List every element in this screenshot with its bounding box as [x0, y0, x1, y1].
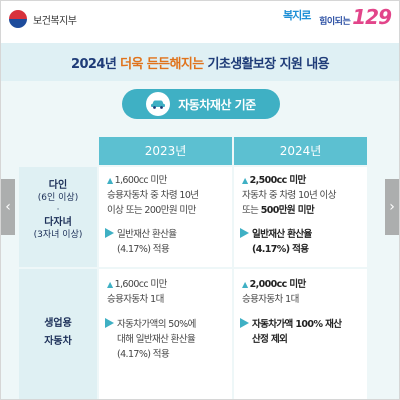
bullet-icon: ▲ [242, 176, 248, 185]
next-slide-button[interactable]: › [385, 179, 399, 235]
ministry-logo: 보건복지부 [9, 10, 77, 28]
cell-line: 이상 또는 200만원 미만 [107, 205, 196, 216]
cell-line: 승용자동차 1대 [242, 294, 299, 305]
cell-result: 일반재산 환산율 (4.17%) 적용 [105, 227, 231, 257]
bullet-icon: ▲ [242, 280, 248, 289]
arrow-icon [105, 318, 114, 328]
row-header-title-b: 다자녀 [44, 217, 72, 228]
call-129-logo-number: 129 [352, 5, 392, 29]
row-header-business-vehicle: 생업용 자동차 [19, 269, 97, 399]
bullet-icon: ▲ [107, 176, 113, 185]
cell-line: 일반재산 환산율 [252, 229, 312, 240]
call-129-logo: 힘이되는 129 [319, 5, 392, 29]
cell-line: 일반재산 환산율 [117, 229, 177, 240]
row-header-sub-a: (6인 이상) [37, 193, 79, 203]
table-corner [19, 137, 97, 165]
cell-result: 자동차가액의 50%에 대해 일반재산 환산율 (4.17%) 적용 [105, 317, 231, 362]
cell-line: 승용자동차 1대 [107, 294, 164, 305]
page-title: 2024년 더욱 든든해지는 기초생활보장 지원 내용 [1, 53, 399, 72]
content-area: 자동차재산 기준 2023년 2024년 다인 (6인 이상) · 다자녀 (3… [1, 81, 399, 399]
bokjiro-logo: 복지로 [283, 9, 311, 22]
cell-result: 자동차가액 100% 재산 산정 제외 [240, 317, 366, 347]
cell-line: (4.17%) 적용 [117, 244, 170, 255]
cell-text: ▲ 1,600cc 미만 승용자동차 중 차령 10년 이상 또는 200만원 미… [107, 173, 231, 218]
title-bar: 2024년 더욱 든든해지는 기초생활보장 지원 내용 [1, 43, 399, 81]
row-header-sub-b: (3자녀 이상) [33, 230, 83, 240]
cell-line: 2,500cc 미만 [249, 175, 307, 186]
arrow-icon [105, 228, 114, 238]
row-header-separator: · [56, 205, 60, 215]
cell-line: 대해 일반재산 환산율 [117, 334, 196, 345]
column-header-2023: 2023년 [99, 137, 232, 165]
cell-line: 1,600cc 미만 [114, 175, 168, 186]
prev-slide-button[interactable]: ‹ [1, 179, 15, 235]
taegeuk-icon [9, 10, 27, 28]
section-title: 자동차재산 기준 [178, 97, 256, 112]
cell-line: (4.17%) 적용 [117, 349, 170, 360]
title-highlight: 더욱 든든해지는 [120, 57, 204, 72]
cell-line: 2,000cc 미만 [249, 279, 307, 290]
ministry-name: 보건복지부 [33, 15, 77, 27]
cell-line: 승용자동차 중 차령 10년 [107, 190, 199, 201]
title-prefix: 2024년 [71, 57, 121, 72]
cell-line: 산정 제외 [252, 334, 288, 345]
car-icon [146, 92, 171, 116]
section-pill: 자동차재산 기준 [122, 89, 280, 119]
cell-text: ▲ 2,000cc 미만 승용자동차 1대 [242, 277, 366, 307]
row-header-title-b: 자동차 [44, 336, 72, 347]
arrow-icon [240, 318, 249, 328]
cell-text: ▲ 1,600cc 미만 승용자동차 1대 [107, 277, 231, 307]
title-suffix: 기초생활보장 지원 내용 [203, 57, 329, 72]
row-header-multi-person: 다인 (6인 이상) · 다자녀 (3자녀 이상) [19, 167, 97, 267]
row-header-title-a: 다인 [48, 180, 68, 191]
call-129-logo-text: 힘이되는 [319, 17, 351, 27]
cell-2023-multi-person: ▲ 1,600cc 미만 승용자동차 중 차령 10년 이상 또는 200만원 미… [99, 167, 232, 267]
row-header-title-a: 생업용 [44, 318, 72, 329]
arrow-icon [240, 228, 249, 238]
cell-line: 자동차가액 100% 재산 [252, 319, 342, 330]
bullet-icon: ▲ [107, 280, 113, 289]
cell-line: (4.17%) 적용 [252, 244, 309, 255]
cell-line: 자동차가액의 50%에 [117, 319, 196, 330]
cell-line: 자동차 중 차령 10년 이상 [242, 190, 336, 201]
cell-text: ▲ 2,500cc 미만 자동차 중 차령 10년 이상 또는 500만원 미만 [242, 173, 366, 218]
top-bar: 보건복지부 복지로 힘이되는 129 [1, 1, 399, 43]
cell-line: 1,600cc 미만 [114, 279, 168, 290]
cell-result: 일반재산 환산율 (4.17%) 적용 [240, 227, 366, 257]
cell-2023-business-vehicle: ▲ 1,600cc 미만 승용자동차 1대 자동차가액의 50%에 대해 일반재산… [99, 269, 232, 399]
column-header-2024: 2024년 [234, 137, 367, 165]
cell-2024-multi-person: ▲ 2,500cc 미만 자동차 중 차령 10년 이상 또는 500만원 미만 … [234, 167, 367, 267]
cell-line-bold: 500만원 미만 [260, 205, 315, 216]
cell-2024-business-vehicle: ▲ 2,000cc 미만 승용자동차 1대 자동차가액 100% 재산 산정 제외 [234, 269, 367, 399]
cell-line: 또는 [242, 205, 261, 216]
